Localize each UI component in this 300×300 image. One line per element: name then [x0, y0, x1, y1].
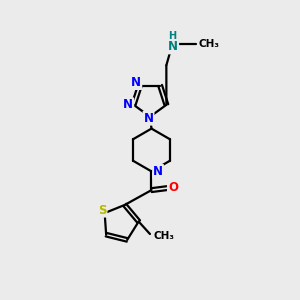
Text: H: H — [168, 31, 176, 41]
Text: N: N — [143, 112, 154, 125]
Text: N: N — [123, 98, 133, 111]
Text: CH₃: CH₃ — [198, 40, 219, 50]
Text: O: O — [168, 181, 178, 194]
Text: N: N — [153, 165, 163, 178]
Text: N: N — [131, 76, 141, 89]
Text: CH₃: CH₃ — [154, 231, 175, 242]
Text: S: S — [98, 204, 106, 217]
Text: N: N — [168, 40, 178, 53]
